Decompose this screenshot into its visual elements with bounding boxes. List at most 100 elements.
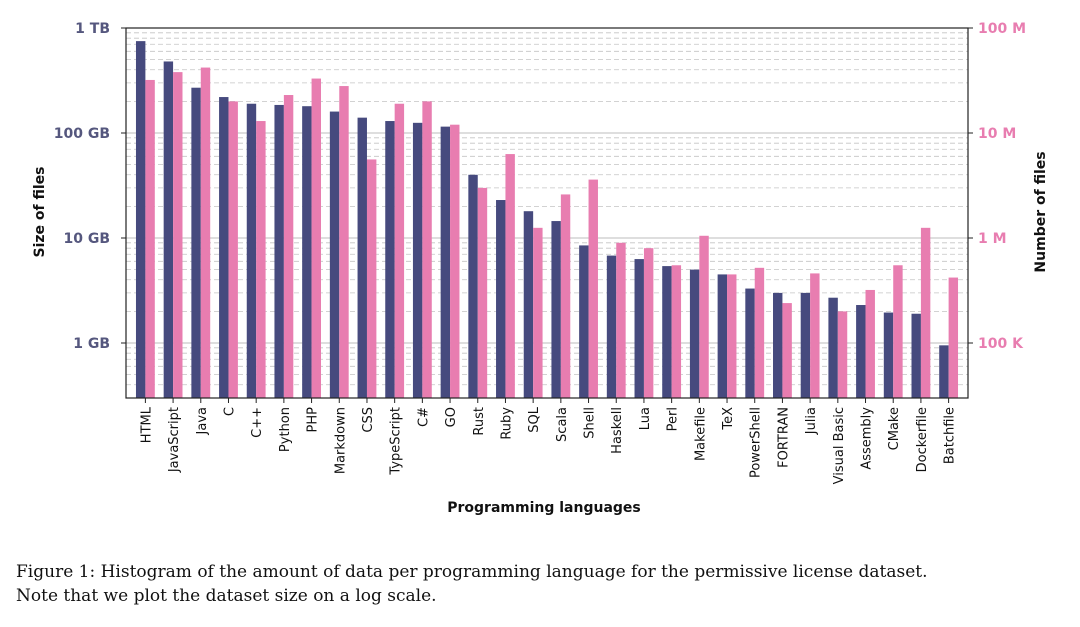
size-bar <box>329 111 340 399</box>
count-bar <box>699 235 709 398</box>
size-bar <box>579 245 589 398</box>
count-bar <box>366 159 377 398</box>
x-tick-label: C <box>222 407 237 416</box>
x-tick-label: HTML <box>139 406 154 443</box>
count-bar <box>339 86 349 399</box>
size-bar <box>939 345 949 398</box>
x-tick-label: Shell <box>583 407 598 439</box>
size-bar <box>191 87 201 399</box>
x-tick-label: Markdown <box>333 407 348 474</box>
caption-line-1: Figure 1: Histogram of the amount of dat… <box>16 562 928 582</box>
count-bar <box>588 179 598 398</box>
x-tick-label: CSS <box>361 407 376 433</box>
left-tick-label: 1 GB <box>73 336 110 352</box>
caption-line-2: Note that we plot the dataset size on a … <box>16 586 437 606</box>
count-bar <box>782 303 792 398</box>
x-tick-label: CMake <box>887 407 902 450</box>
right-axis-label: Number of files <box>1033 151 1049 272</box>
x-tick-label: Julia <box>804 407 819 435</box>
count-bar <box>256 121 266 398</box>
count-bar <box>450 124 460 398</box>
count-bar <box>533 227 543 398</box>
count-bar <box>477 187 488 398</box>
plot-border <box>125 27 969 399</box>
size-bar <box>246 103 257 399</box>
size-bar <box>468 174 478 398</box>
x-tick-label: Ruby <box>499 407 514 440</box>
size-bar <box>412 122 423 398</box>
histogram-chart: 1 GB 10 GB 100 GB 1 TB 100 K 1 M 10 M 100 M HT… <box>32 21 1049 516</box>
size-bar <box>883 312 894 398</box>
bars-group <box>135 41 959 399</box>
right-tick-label: 100 K <box>978 336 1024 352</box>
size-bar <box>163 61 174 399</box>
left-tick-label: 10 GB <box>63 231 110 247</box>
count-bar <box>893 265 903 398</box>
count-bar <box>837 311 848 398</box>
count-bar <box>948 277 959 398</box>
count-bar <box>173 72 183 399</box>
left-tick-label: 100 GB <box>54 126 110 142</box>
size-bar <box>911 313 921 398</box>
left-axis-label: Size of files <box>32 167 48 258</box>
right-tick-label: 10 M <box>978 126 1016 142</box>
x-tick-label: C++ <box>250 407 265 438</box>
size-bar <box>828 297 838 398</box>
x-tick-label: Dockerfile <box>915 407 930 472</box>
x-tick-label: Makefile <box>693 407 708 461</box>
x-tick-label: C# <box>416 407 431 427</box>
x-tick-label: Haskell <box>610 407 625 454</box>
x-tick-label: TeX <box>721 407 736 431</box>
count-bar <box>727 274 737 398</box>
count-bar <box>920 227 931 398</box>
x-tick-label: JavaScript <box>167 407 182 473</box>
size-bar <box>606 255 617 398</box>
x-tick-label: TypeScript <box>389 407 404 476</box>
size-bar <box>856 305 866 398</box>
count-bar <box>283 95 294 398</box>
plot-frame <box>125 27 969 399</box>
left-tick-label: 1 TB <box>75 21 110 37</box>
right-axis-ticks: 100 K 1 M 10 M 100 M <box>968 21 1026 352</box>
count-bar <box>200 67 211 398</box>
count-bar <box>865 289 875 398</box>
x-tick-label: FORTRAN <box>776 407 791 468</box>
size-bar <box>440 126 451 399</box>
size-bar <box>662 266 672 398</box>
right-tick-label: 100 M <box>978 21 1026 37</box>
count-bar <box>422 101 432 399</box>
x-axis-ticks: HTML JavaScript Java C C++ Python PHP Markdown C… <box>139 398 958 484</box>
x-tick-label: Rust <box>472 407 487 436</box>
x-tick-label: Batchfile <box>943 407 958 464</box>
size-bar <box>689 269 700 398</box>
figure-caption: Figure 1: Histogram of the amount of dat… <box>16 560 1066 608</box>
count-bar <box>505 154 515 398</box>
size-bar <box>135 41 146 399</box>
x-tick-label: PowerShell <box>749 407 764 478</box>
x-tick-label: Visual Basic <box>832 407 847 484</box>
x-tick-label: Perl <box>666 407 681 431</box>
x-tick-label: Lua <box>638 407 653 430</box>
size-bar <box>274 104 284 399</box>
size-bar <box>800 292 811 398</box>
x-tick-label: SQL <box>527 406 542 432</box>
size-bar <box>357 117 367 398</box>
count-bar <box>145 79 155 398</box>
size-bar <box>219 97 229 398</box>
x-tick-label: Python <box>278 407 293 452</box>
x-tick-label: Assembly <box>860 407 875 470</box>
count-bar <box>560 194 571 398</box>
count-bar <box>311 78 321 399</box>
size-bar <box>717 274 728 398</box>
count-bar <box>616 242 626 398</box>
count-bar <box>810 273 820 398</box>
count-bar <box>643 248 654 398</box>
size-bar <box>385 121 395 398</box>
count-bar <box>394 103 405 399</box>
count-bar <box>228 101 238 399</box>
count-bar <box>671 265 682 398</box>
size-bar <box>551 221 561 398</box>
size-bar <box>634 259 644 398</box>
x-tick-label: GO <box>444 407 459 427</box>
size-bar <box>745 288 755 398</box>
